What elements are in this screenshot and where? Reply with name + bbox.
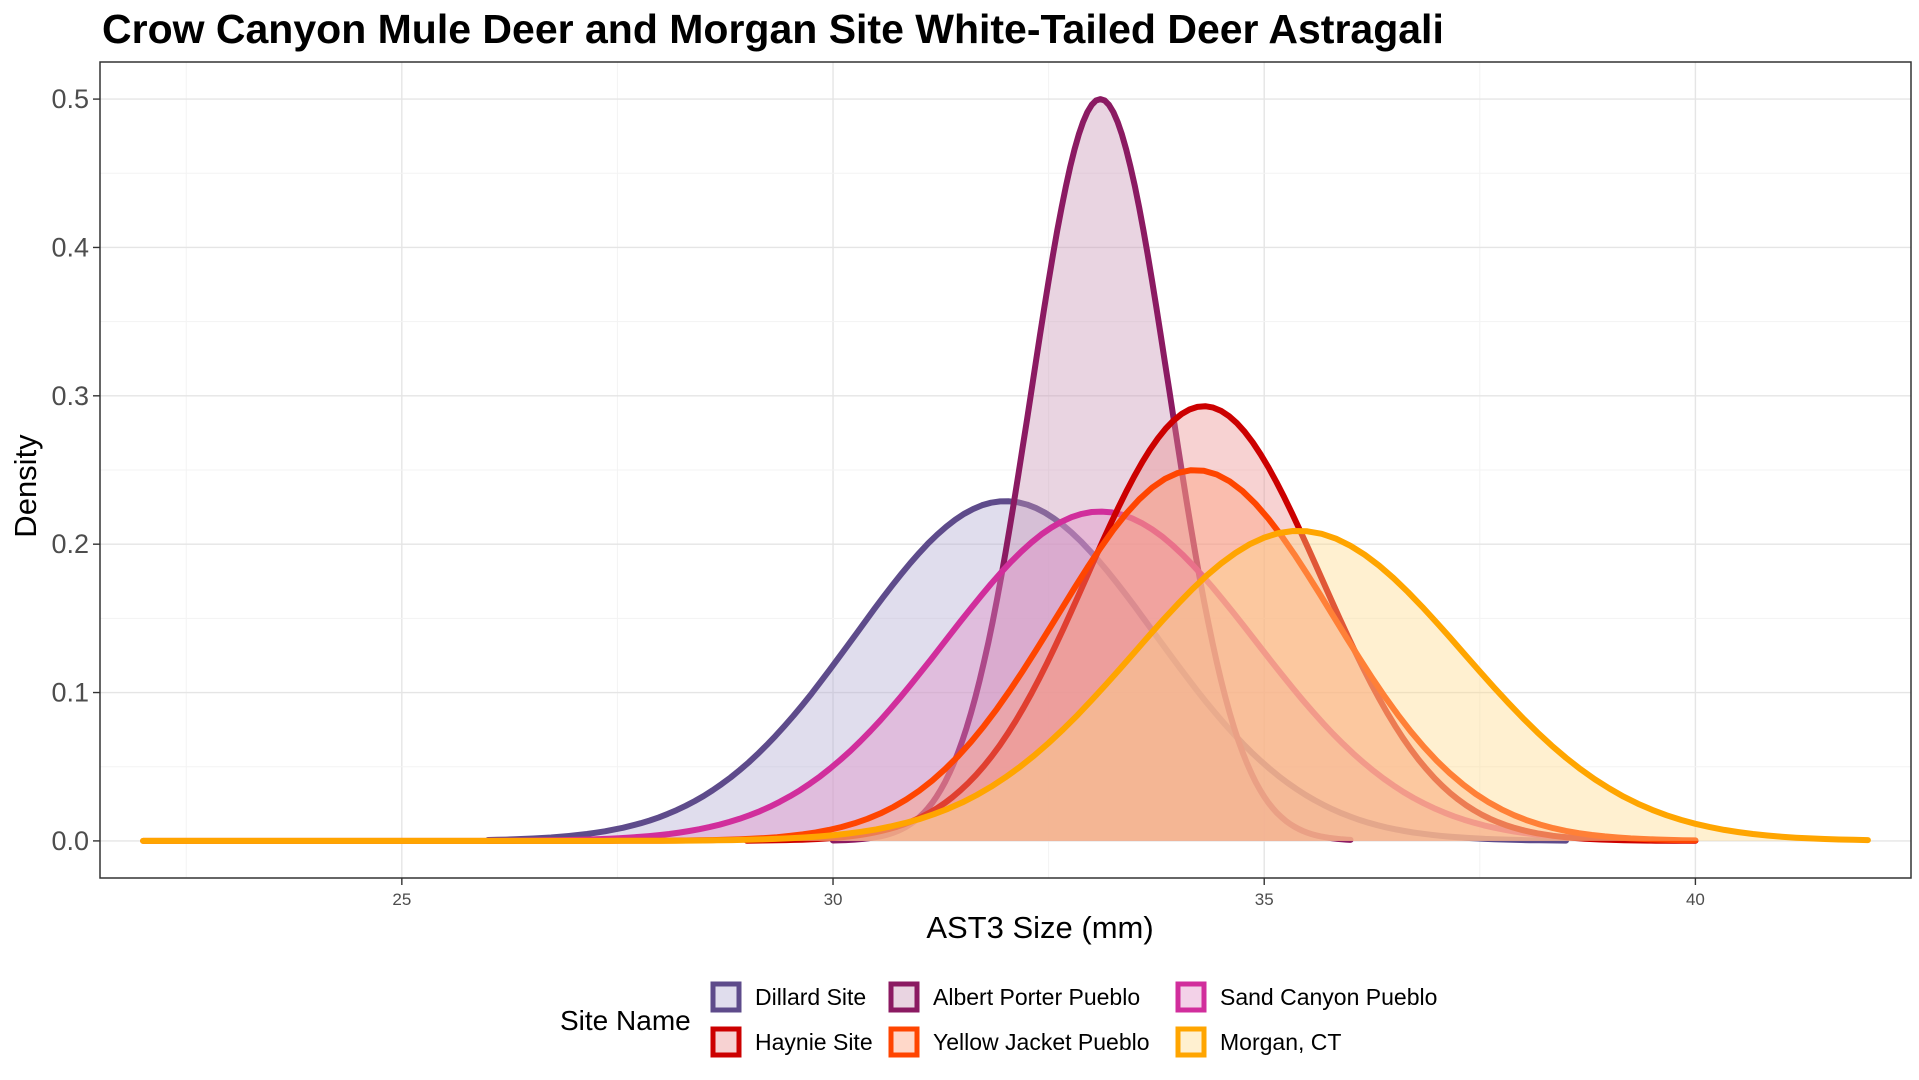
legend-title: Site Name xyxy=(560,1005,691,1036)
density-area xyxy=(488,511,1696,841)
y-axis-title: Density xyxy=(8,434,43,538)
legend-label: Haynie Site xyxy=(755,1029,873,1055)
x-tick-label: 25 xyxy=(392,890,411,909)
x-axis-title: AST3 Size (mm) xyxy=(926,910,1153,945)
y-tick-label: 0.5 xyxy=(51,84,89,114)
legend-label: Sand Canyon Pueblo xyxy=(1220,984,1437,1010)
density-line xyxy=(485,508,1699,844)
legend: Site Name Dillard Site Albert Porter Pueb… xyxy=(560,981,1437,1058)
density-area xyxy=(833,99,1351,841)
legend-label: Morgan, CT xyxy=(1220,1029,1341,1055)
y-tick-label: 0.1 xyxy=(51,678,89,708)
legend-label: Yellow Jacket Pueblo xyxy=(933,1029,1150,1055)
y-tick-label: 0.4 xyxy=(51,232,89,262)
x-tick-label: 30 xyxy=(824,890,843,909)
x-tick-label: 40 xyxy=(1686,890,1705,909)
x-tick-label: 35 xyxy=(1255,890,1274,909)
legend-key xyxy=(710,981,742,1013)
density-line xyxy=(140,528,1871,844)
legend-key xyxy=(1175,1026,1207,1058)
y-tick-label: 0.3 xyxy=(51,381,89,411)
series-5 xyxy=(140,528,1871,844)
density-line xyxy=(485,498,1569,844)
chart-title: Crow Canyon Mule Deer and Morgan Site Wh… xyxy=(102,6,1444,52)
series-2 xyxy=(485,508,1699,844)
series-0 xyxy=(485,498,1569,844)
series-layer xyxy=(140,96,1871,844)
legend-key xyxy=(888,1026,920,1058)
legend-label: Dillard Site xyxy=(755,984,866,1010)
legend-key xyxy=(888,981,920,1013)
density-area xyxy=(143,531,1868,841)
y-tick-label: 0.2 xyxy=(51,529,89,559)
panel-border xyxy=(99,61,1912,879)
density-area xyxy=(746,406,1696,841)
legend-label: Albert Porter Pueblo xyxy=(933,984,1140,1010)
density-area xyxy=(143,470,1696,841)
legend-key xyxy=(1175,981,1207,1013)
legend-key xyxy=(710,1026,742,1058)
axis-layer: 25 30 35 40 0.0 0.1 0.2 0.3 0.4 0.5 xyxy=(51,84,1704,909)
y-tick-label: 0.0 xyxy=(51,826,89,856)
